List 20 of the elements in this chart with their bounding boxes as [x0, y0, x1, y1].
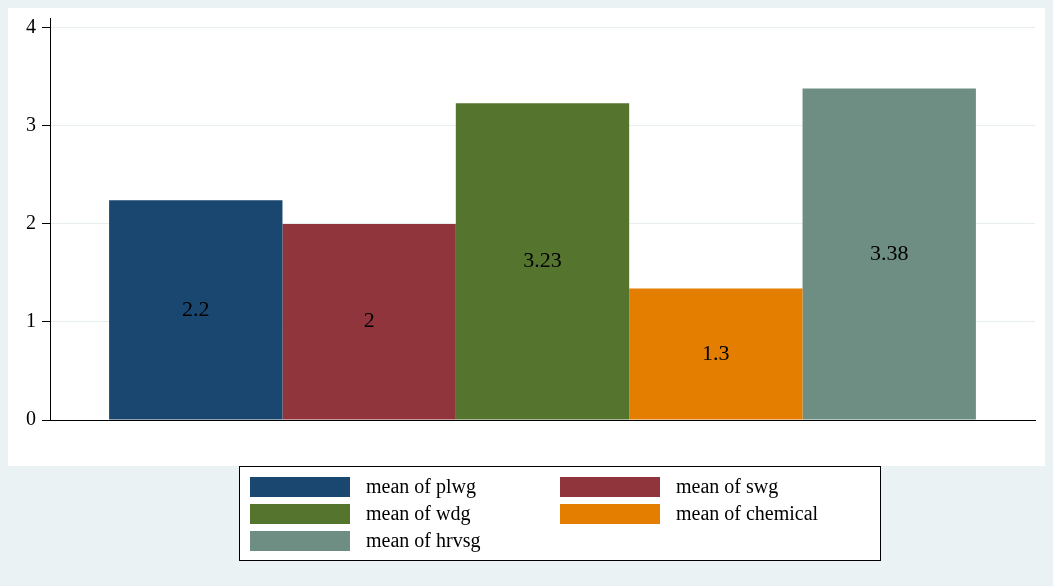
data-label: 1.3 — [702, 339, 730, 365]
legend-label: mean of plwg — [366, 475, 476, 498]
legend-label: mean of swg — [676, 475, 779, 498]
legend-label: mean of hrvsg — [366, 529, 481, 552]
bar — [282, 223, 456, 420]
data-label: 3.23 — [523, 247, 562, 273]
legend-label: mean of wdg — [366, 502, 471, 525]
bar — [802, 88, 976, 420]
legend-label: mean of chemical — [676, 502, 819, 525]
y-tick-label: 4 — [26, 15, 36, 38]
bar — [455, 103, 630, 420]
y-tick-label: 1 — [26, 309, 36, 332]
y-tick-label: 0 — [26, 407, 36, 430]
bar — [109, 200, 283, 420]
y-tick-label: 3 — [26, 113, 36, 136]
data-label: 2.2 — [182, 295, 210, 321]
bar — [629, 288, 803, 420]
y-tick-label: 2 — [26, 211, 36, 234]
data-label: 2 — [363, 307, 375, 333]
data-label: 3.38 — [869, 239, 909, 265]
